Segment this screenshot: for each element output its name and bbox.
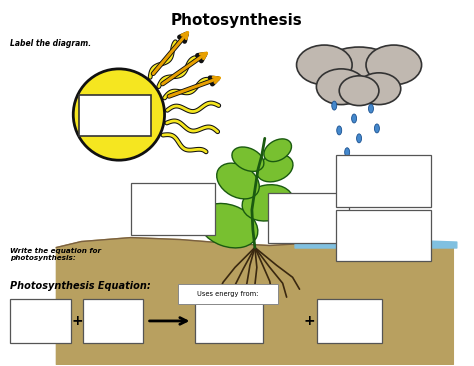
FancyBboxPatch shape: [336, 210, 430, 261]
Ellipse shape: [198, 203, 258, 248]
Text: +: +: [304, 314, 315, 328]
Text: Label the diagram.: Label the diagram.: [10, 39, 91, 48]
FancyBboxPatch shape: [178, 284, 278, 304]
Ellipse shape: [332, 101, 337, 110]
Ellipse shape: [318, 47, 401, 99]
Ellipse shape: [316, 69, 366, 105]
Ellipse shape: [357, 73, 401, 105]
Ellipse shape: [366, 45, 421, 85]
Ellipse shape: [339, 76, 379, 106]
Ellipse shape: [256, 154, 293, 182]
FancyBboxPatch shape: [336, 155, 430, 207]
FancyBboxPatch shape: [83, 299, 143, 343]
Ellipse shape: [345, 148, 350, 157]
Circle shape: [73, 69, 164, 160]
FancyBboxPatch shape: [195, 294, 263, 343]
Ellipse shape: [232, 147, 264, 171]
FancyBboxPatch shape: [318, 299, 382, 343]
Ellipse shape: [356, 134, 362, 143]
Polygon shape: [56, 238, 453, 365]
Text: Uses energy from:: Uses energy from:: [197, 291, 259, 297]
FancyBboxPatch shape: [268, 193, 349, 243]
Ellipse shape: [242, 185, 293, 221]
FancyBboxPatch shape: [10, 299, 71, 343]
Ellipse shape: [297, 45, 352, 85]
Ellipse shape: [337, 126, 342, 135]
Text: Photosynthesis: Photosynthesis: [171, 13, 303, 28]
FancyBboxPatch shape: [79, 95, 151, 137]
Text: Write the equation for
photosynthesis:: Write the equation for photosynthesis:: [10, 247, 101, 261]
Ellipse shape: [368, 104, 374, 113]
Ellipse shape: [374, 124, 379, 133]
Ellipse shape: [217, 163, 259, 199]
Text: Photosynthesis Equation:: Photosynthesis Equation:: [10, 281, 150, 291]
Ellipse shape: [264, 139, 292, 162]
Text: +: +: [72, 314, 83, 328]
FancyBboxPatch shape: [131, 183, 215, 235]
Ellipse shape: [352, 114, 356, 123]
